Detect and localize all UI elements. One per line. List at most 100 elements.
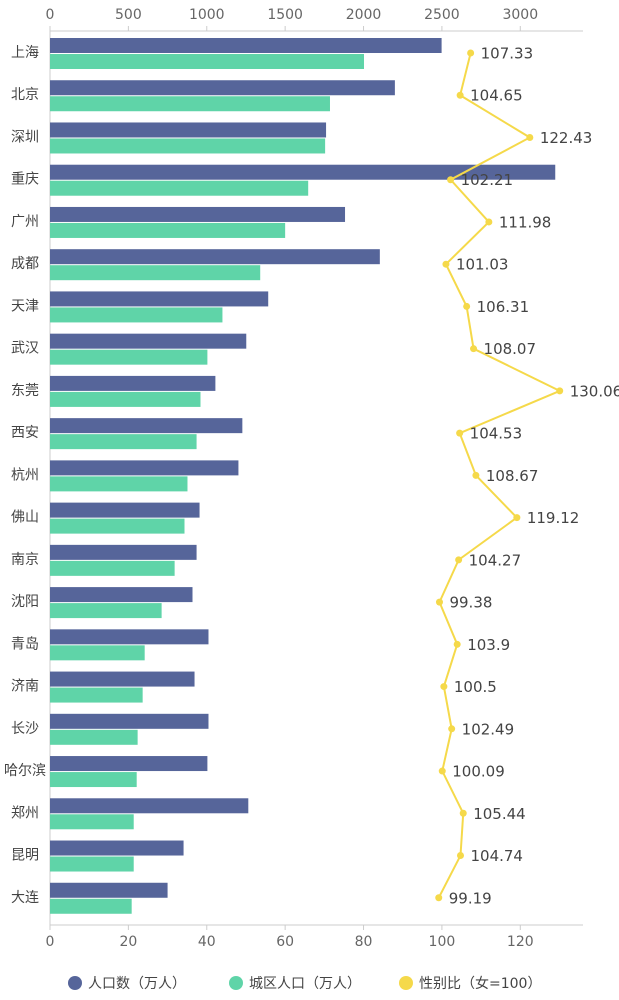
category-label: 沈阳: [11, 594, 39, 610]
data-label: 102.49: [462, 720, 515, 738]
category-label: 北京: [11, 87, 39, 103]
category-label: 长沙: [11, 721, 39, 737]
category-label: 武汉: [11, 341, 39, 357]
category-label: 广州: [11, 214, 39, 230]
data-label: 103.9: [467, 636, 510, 654]
bar: [50, 798, 249, 814]
top-tick-label: 1000: [189, 7, 225, 23]
category-label: 郑州: [11, 805, 39, 821]
category-label: 天津: [11, 298, 39, 314]
category-label: 南京: [11, 552, 39, 568]
line-point: [453, 640, 461, 648]
data-label: 100.09: [452, 763, 505, 781]
bar: [50, 180, 309, 196]
bar: [50, 307, 223, 323]
data-label: 130.06: [570, 382, 619, 400]
bottom-tick-label: 40: [198, 934, 216, 950]
legend-label: 性别比（女=100）: [419, 975, 541, 992]
bar: [50, 138, 326, 154]
bar: [50, 814, 134, 830]
data-label: 101.03: [456, 256, 509, 274]
bottom-tick-label: 20: [119, 934, 137, 950]
bar: [50, 333, 247, 349]
category-label: 佛山: [11, 510, 39, 526]
category-label: 大连: [11, 890, 39, 906]
bar: [50, 418, 243, 434]
legend-label: 人口数（万人）: [88, 976, 186, 992]
line-point: [472, 471, 480, 479]
category-label: 西安: [11, 425, 39, 441]
data-label: 106.31: [477, 298, 529, 316]
top-tick-label: 2500: [424, 7, 460, 23]
category-label: 东莞: [11, 383, 39, 399]
line-point: [456, 852, 464, 860]
bar: [50, 375, 216, 391]
category-label: 上海: [11, 45, 39, 61]
top-tick-label: 500: [115, 7, 142, 23]
bar: [50, 840, 184, 856]
top-tick-label: 0: [46, 7, 55, 23]
category-label: 深圳: [11, 129, 39, 145]
bottom-tick-label: 60: [276, 934, 294, 950]
category-label: 哈尔滨: [4, 763, 46, 779]
top-tick-label: 1500: [267, 7, 303, 23]
line-point: [447, 176, 455, 184]
bar: [50, 80, 395, 96]
bar: [50, 898, 132, 914]
bar: [50, 460, 239, 476]
category-label: 成都: [11, 256, 39, 272]
bar: [50, 756, 208, 772]
line-point: [455, 556, 463, 564]
bar: [50, 54, 364, 69]
data-label: 111.98: [499, 213, 552, 231]
bottom-tick-label: 0: [46, 934, 55, 950]
data-label: 104.53: [470, 425, 523, 443]
bar: [50, 249, 380, 265]
data-label: 107.33: [481, 45, 534, 63]
top-tick-label: 2000: [346, 7, 382, 23]
data-label: 99.19: [449, 889, 492, 907]
line-point: [463, 302, 471, 310]
top-tick-label: 3000: [502, 7, 538, 23]
category-label: 青岛: [11, 636, 39, 652]
line-point: [440, 683, 448, 691]
category-label: 济南: [11, 679, 39, 695]
bar: [50, 38, 442, 53]
bar: [50, 671, 195, 687]
line-point: [448, 725, 456, 733]
data-label: 104.74: [470, 847, 523, 865]
bar: [50, 265, 261, 281]
bar: [50, 391, 201, 407]
category-label: 重庆: [11, 172, 39, 188]
bar: [50, 206, 346, 222]
category-label: 昆明: [11, 848, 39, 864]
category-label: 杭州: [11, 467, 39, 483]
bar: [50, 587, 193, 603]
data-label: 105.44: [473, 805, 526, 823]
line-point: [438, 767, 446, 775]
data-label: 122.43: [540, 129, 593, 147]
bar: [50, 164, 556, 180]
data-label: 104.27: [469, 551, 521, 569]
line-point: [470, 345, 478, 353]
bar: [50, 772, 137, 788]
bar: [50, 122, 327, 138]
line-point: [435, 894, 443, 902]
data-label: 99.38: [449, 594, 492, 612]
bar: [50, 603, 162, 619]
bar: [50, 713, 209, 729]
bar: [50, 856, 134, 872]
bottom-tick-label: 80: [355, 934, 373, 950]
bar: [50, 96, 330, 112]
legend-marker: [399, 976, 413, 990]
line-point: [435, 598, 443, 606]
data-label: 100.5: [454, 678, 497, 696]
data-label: 108.67: [486, 467, 539, 485]
legend-marker: [68, 976, 82, 990]
bar: [50, 222, 286, 238]
line-point: [526, 133, 534, 141]
line-point: [456, 429, 464, 437]
data-label: 104.65: [470, 87, 522, 105]
bar: [50, 349, 208, 365]
